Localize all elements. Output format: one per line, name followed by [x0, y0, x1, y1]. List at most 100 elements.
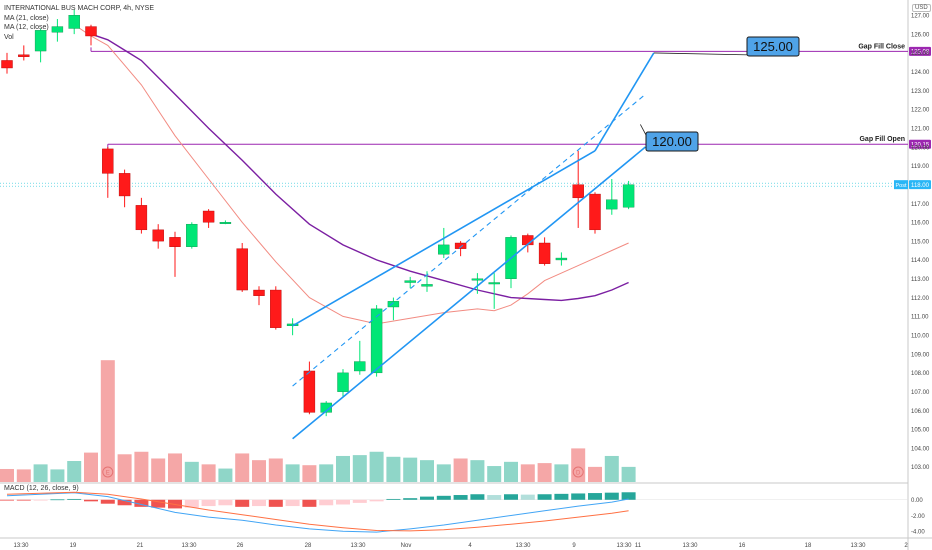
- time-tick-label: 13:30: [515, 543, 531, 549]
- candle[interactable]: [68, 15, 80, 29]
- macd-legend: MACD (12, 26, close, 9): [4, 485, 79, 492]
- price-tick-label: 121.00: [911, 127, 930, 133]
- macd-hist-bar: [621, 492, 636, 500]
- candle[interactable]: [488, 282, 500, 285]
- candle[interactable]: [270, 289, 282, 328]
- time-tick-label: 28: [305, 543, 312, 549]
- volume-bar: [403, 457, 418, 482]
- price-tick-label: 123.00: [911, 89, 930, 95]
- candle[interactable]: [404, 280, 416, 283]
- candle[interactable]: [85, 26, 97, 37]
- price-tick-label: 103.00: [911, 465, 930, 471]
- volume-bar: [100, 360, 115, 482]
- candle[interactable]: [337, 372, 349, 392]
- candle[interactable]: [102, 148, 114, 174]
- channel-lower-line[interactable]: [292, 146, 646, 440]
- macd-hist-bar: [84, 499, 98, 502]
- macd-hist-bar: [134, 499, 149, 507]
- price-tick-label: 114.00: [911, 258, 930, 264]
- legend-ma21: MA (21, close): [4, 14, 49, 22]
- price-tick-label: 105.00: [911, 428, 930, 434]
- target-box[interactable]: [746, 36, 800, 57]
- currency-badge[interactable]: USD: [912, 4, 931, 12]
- macd-hist-bar: [201, 499, 216, 507]
- candle[interactable]: [186, 223, 198, 247]
- candle[interactable]: [538, 242, 551, 264]
- price-tick-label: 117.00: [911, 202, 930, 208]
- candle[interactable]: [370, 308, 383, 374]
- candles: [1, 9, 635, 417]
- candle[interactable]: [253, 289, 265, 296]
- trend-channel: [292, 52, 655, 440]
- event-marker[interactable]: [102, 466, 114, 478]
- macd-tick-label: -4.00: [911, 530, 925, 536]
- candle[interactable]: [34, 30, 47, 52]
- price-tick-label: 110.00: [911, 334, 930, 340]
- macd-signal-line: [6, 491, 629, 532]
- candle[interactable]: [354, 361, 366, 372]
- legend-title: INTERNATIONAL BUS MACH CORP, 4h, NYSE: [4, 5, 155, 12]
- candle[interactable]: [421, 284, 433, 287]
- price-tick-label: 116.00: [911, 221, 930, 227]
- macd-hist-bar: [571, 493, 586, 500]
- candle[interactable]: [1, 60, 13, 69]
- candle[interactable]: [622, 184, 635, 208]
- volume-bar: [470, 460, 485, 482]
- channel-upper-line[interactable]: [292, 150, 596, 327]
- candle[interactable]: [118, 173, 131, 197]
- candle[interactable]: [236, 248, 248, 291]
- candle[interactable]: [135, 205, 148, 231]
- candle[interactable]: [303, 370, 316, 413]
- price-tick-label: 122.00: [911, 108, 930, 114]
- event-marker-letter: D: [576, 470, 581, 476]
- volume-bar: [134, 451, 149, 482]
- macd-hist-bar: [218, 499, 233, 506]
- current-price-badge: [909, 180, 931, 190]
- candle[interactable]: [320, 402, 332, 413]
- macd-hist-bar: [0, 499, 14, 501]
- candle[interactable]: [18, 54, 30, 57]
- macd-hist-bar: [470, 494, 485, 500]
- volume-bar: [436, 464, 451, 482]
- channel-upper-extension[interactable]: [594, 52, 655, 152]
- target-box[interactable]: [645, 131, 699, 152]
- macd-hist-bar: [100, 499, 115, 504]
- candle[interactable]: [454, 242, 467, 249]
- time-tick-label: 21: [137, 543, 144, 549]
- price-tick-label: 120.00: [911, 145, 930, 151]
- event-marker[interactable]: [572, 466, 584, 478]
- candle[interactable]: [152, 229, 164, 242]
- chart-legend: INTERNATIONAL BUS MACH CORP, 4h, NYSE MA…: [4, 4, 154, 42]
- volume-bar: [621, 466, 636, 482]
- candle[interactable]: [572, 184, 584, 199]
- candle[interactable]: [219, 222, 232, 224]
- price-tick-label: 126.00: [911, 32, 930, 38]
- post-label-box: [894, 180, 908, 190]
- macd-hist-bar: [369, 499, 384, 502]
- macd-hist-bar: [420, 496, 434, 500]
- macd-hist-bar: [319, 499, 334, 506]
- candle[interactable]: [51, 26, 64, 33]
- current-price-value: 118.00: [911, 183, 930, 189]
- candle[interactable]: [202, 210, 215, 223]
- candle[interactable]: [555, 257, 568, 261]
- volume-bar: [16, 469, 31, 482]
- channel-mid-line[interactable]: [292, 93, 646, 387]
- candle[interactable]: [589, 193, 601, 231]
- macd-hist-bar: [235, 499, 250, 507]
- candle[interactable]: [606, 199, 618, 210]
- candle[interactable]: [169, 237, 181, 247]
- candle[interactable]: [387, 301, 400, 308]
- candle[interactable]: [471, 278, 484, 281]
- price-tick-label: 124.00: [911, 70, 930, 76]
- macd-hist-bar: [285, 499, 300, 507]
- candle[interactable]: [438, 244, 450, 255]
- time-tick-label: 13:30: [181, 543, 197, 549]
- volume-bar: [168, 453, 182, 482]
- event-marker-letter: E: [106, 470, 110, 476]
- time-tick-label: 18: [805, 543, 812, 549]
- time-tick-label: 13:30: [616, 543, 632, 549]
- gap-lines: Gap Fill Close 125.08 Gap Fill Open 120.15: [0, 43, 931, 187]
